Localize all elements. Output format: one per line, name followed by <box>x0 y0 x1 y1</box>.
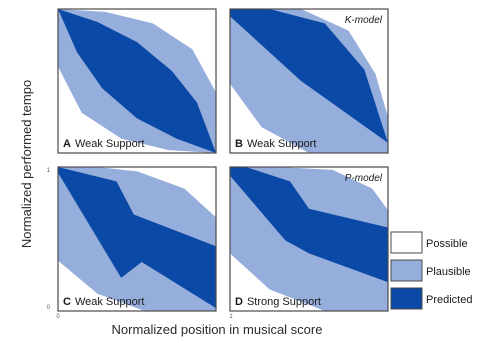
panel-d: D Strong Support P-model <box>229 166 389 312</box>
x-tick-1: 1 <box>229 314 233 320</box>
panel-c-support-text: Weak Support <box>75 296 145 308</box>
y-tick-1: 1 <box>47 168 51 174</box>
panel-b-support-text: Weak Support <box>247 138 317 150</box>
x-tick-0: 0 <box>56 314 60 320</box>
legend: Possible Plausible Predicted <box>390 231 472 310</box>
panel-c-predicted-region <box>58 167 216 309</box>
panel-d-support-text: Strong Support <box>247 296 321 308</box>
panel-c-label: C Weak Support <box>63 296 144 308</box>
panel-d-label: D Strong Support <box>235 296 321 308</box>
x-axis-label: Normalized position in musical score <box>112 322 323 337</box>
panel-d-frame <box>229 166 389 312</box>
legend-label-possible: Possible <box>426 238 468 250</box>
panel-a-support-text: Weak Support <box>75 138 145 150</box>
panel-a-label: A Weak Support <box>63 138 144 150</box>
panel-c-frame <box>57 166 217 312</box>
panel-b-letter: B <box>235 138 243 150</box>
panel-a-predicted-region <box>58 9 216 153</box>
legend-swatch-plausible <box>390 259 423 282</box>
panel-a-letter: A <box>63 138 71 150</box>
panel-b-model-tag: K-model <box>345 15 383 26</box>
panel-b-frame <box>229 8 389 154</box>
panel-a: A Weak Support <box>57 8 217 154</box>
panel-a-frame <box>57 8 217 154</box>
legend-swatch-possible <box>390 231 423 254</box>
legend-label-plausible: Plausible <box>426 266 471 278</box>
panel-b: B Weak Support K-model <box>229 8 389 154</box>
y-axis-label: Normalized performed tempo <box>19 80 34 248</box>
panel-b-label: B Weak Support <box>235 138 316 150</box>
y-tick-0: 0 <box>47 305 51 311</box>
panel-c-letter: C <box>63 296 71 308</box>
panel-b-predicted-region <box>230 9 388 143</box>
legend-label-predicted: Predicted <box>426 294 472 306</box>
panel-d-letter: D <box>235 296 243 308</box>
legend-swatch-predicted <box>390 287 423 310</box>
panel-c: C Weak Support <box>57 166 217 312</box>
panel-d-predicted-region <box>230 167 388 283</box>
panel-d-model-tag: P-model <box>345 173 383 184</box>
